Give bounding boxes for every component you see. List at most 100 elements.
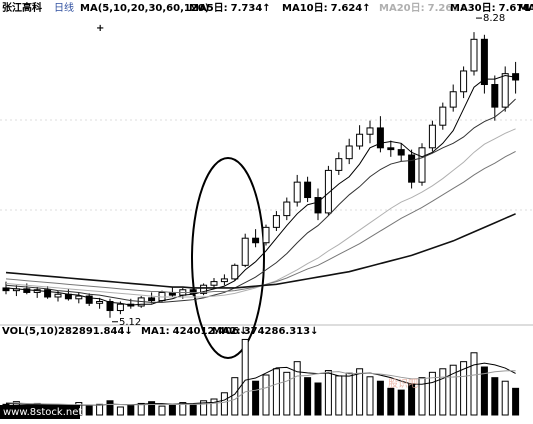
candle-body [345,145,353,160]
volume-bar [324,370,332,416]
candle-body [314,197,322,214]
highlight-ellipse [191,157,265,359]
candle-body [262,226,270,244]
candle-body [200,284,208,294]
candle-body [304,181,312,199]
volume-title: VOL(5,10) [2,326,58,337]
candle-body [44,289,52,298]
legend-name: MA2: [212,326,241,337]
candle-body [241,237,249,266]
chart-title: 张江高科 [2,1,42,14]
volume-bar [387,387,395,416]
candle-body [75,295,83,300]
volume-bar [449,364,457,416]
volume-bar [397,389,405,416]
chart-subtitle: 日线 [54,1,74,14]
legend-status: 7.261↑ [428,3,468,14]
legend-status: 374286.313↓ [244,326,319,337]
candle-body [85,295,93,304]
volume-bar [168,403,176,416]
candle-body [231,264,239,280]
legend-name: MA1: [141,326,170,337]
candle-body [460,70,468,93]
volume-bar [241,338,249,416]
candle-body [23,288,31,293]
volume-bar [85,405,93,416]
volume-bar [345,372,353,416]
volume-bar [262,374,270,416]
candle-body [470,38,478,72]
candle-body [96,300,104,304]
volume-bar [106,400,114,416]
volume-bar [512,387,520,416]
candle-body [428,124,436,149]
volume-bar [356,368,364,416]
candle-body [491,84,499,108]
candle-body [283,201,291,217]
volume-bar [116,406,124,416]
volume-bar [200,400,208,416]
annotation-label: 8.28 [483,13,505,24]
legend-status: 7.624↑ [331,3,371,14]
legend-status: 7.734↑ [231,3,271,14]
candle-body [408,154,416,183]
candle-body [148,297,156,302]
candle-body [356,133,364,147]
legend-name: MA6 [518,3,533,14]
candle-body [439,106,447,126]
candle-body [293,181,301,203]
volume-bar [272,368,280,416]
candle-body [335,158,343,171]
ma-line [5,370,516,406]
candle-body [480,38,488,86]
legend-name: MA5日: [189,2,228,14]
volume-status: 282891.844↓ [58,326,133,337]
volume-bar [252,380,260,416]
volume-bar [210,398,218,416]
volume-bar [179,402,187,416]
volume-bar [231,377,239,416]
candle-body [366,127,374,135]
volume-bar [335,375,343,416]
candle-body [116,303,124,312]
legend-status: 7.674↑ [499,3,533,14]
candle-body [272,215,280,228]
volume-bar [491,377,499,416]
candle-body [387,147,395,151]
marks: MA5日: 7.734↑ MA10日: 7.624↑ MA20日: 7.261↑MA30日… [2,2,533,416]
volume-bar [220,392,228,416]
candle-body [189,289,197,294]
volume-bar [439,368,447,416]
ma-line [5,213,516,289]
candle-body [418,147,426,183]
legend-name: MA20日: [379,2,425,14]
volume-bar [480,366,488,416]
volume-bar [428,371,436,416]
candle-body [449,91,457,108]
volume-bar [366,376,374,416]
volume-bar [96,403,104,416]
legend-status: 424012.406↓ [173,326,248,337]
candle-body [220,278,228,283]
volume-bar [314,382,322,416]
watermark-bg [0,405,80,419]
ma-line [5,98,516,303]
volume-bar [501,380,509,416]
volume-bar [137,402,145,416]
annotation-label: 5.12 [119,317,141,328]
volume-bar [293,361,301,416]
volume-bar [127,404,135,416]
cursor-cross: + [96,23,104,34]
candle-body [210,281,218,286]
ma-line [5,74,516,306]
legend-name: MA30日: [450,2,496,14]
volume-bar [148,401,156,416]
candle-body [106,300,114,312]
volume-bar [189,404,197,416]
volume-bar [158,405,166,416]
volume-bar [304,377,312,416]
legend-name: MA10日: [282,2,328,14]
indicator: MA(5,10,20,30,60,120) [80,3,209,14]
